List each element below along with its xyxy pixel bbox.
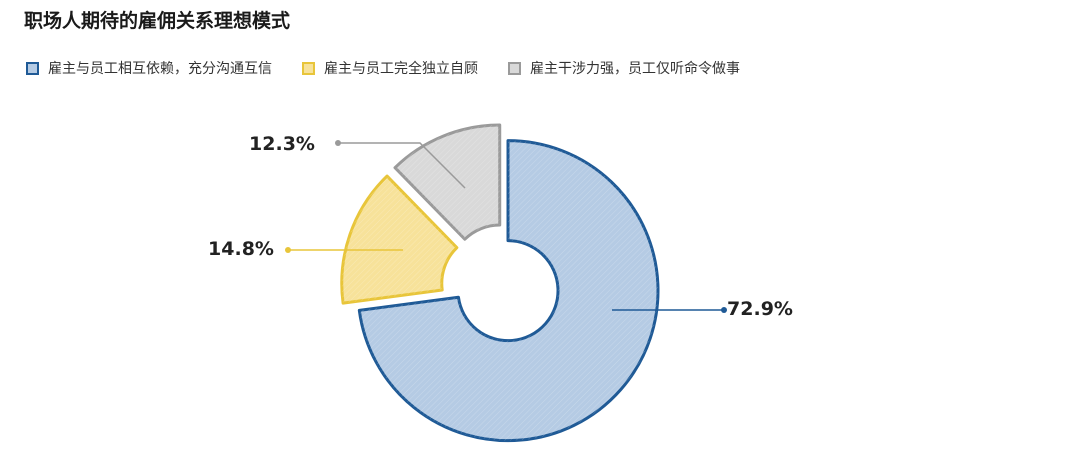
leader-dot-1: [285, 247, 291, 253]
legend-swatch: [508, 61, 521, 75]
chart-title: 职场人期待的雇佣关系理想模式: [24, 10, 291, 32]
legend-swatch: [26, 61, 39, 75]
slice-hatch-1: [341, 176, 457, 304]
data-label-1: 14.8%: [208, 238, 274, 260]
data-label-0: 72.9%: [727, 298, 793, 320]
legend-label: 雇主与员工相互依赖，充分沟通互信: [48, 61, 272, 77]
leader-dot-2: [335, 140, 341, 146]
slice-hatch-0: [359, 140, 659, 441]
slice-hatch-2: [394, 125, 500, 240]
legend-swatch: [302, 61, 315, 75]
legend: 雇主与员工相互依赖，充分沟通互信 雇主与员工完全独立自顾 雇主干涉力强，员工仅听…: [26, 58, 740, 78]
legend-label: 雇主干涉力强，员工仅听命令做事: [530, 61, 740, 77]
leader-line-2: [338, 142, 466, 189]
legend-item[interactable]: 雇主干涉力强，员工仅听命令做事: [508, 58, 740, 78]
legend-label: 雇主与员工完全独立自顾: [324, 61, 478, 77]
legend-item[interactable]: 雇主与员工完全独立自顾: [302, 58, 478, 78]
legend-item[interactable]: 雇主与员工相互依赖，充分沟通互信: [26, 58, 272, 78]
data-label-2: 12.3%: [249, 133, 315, 155]
leader-dot-0: [721, 307, 727, 313]
